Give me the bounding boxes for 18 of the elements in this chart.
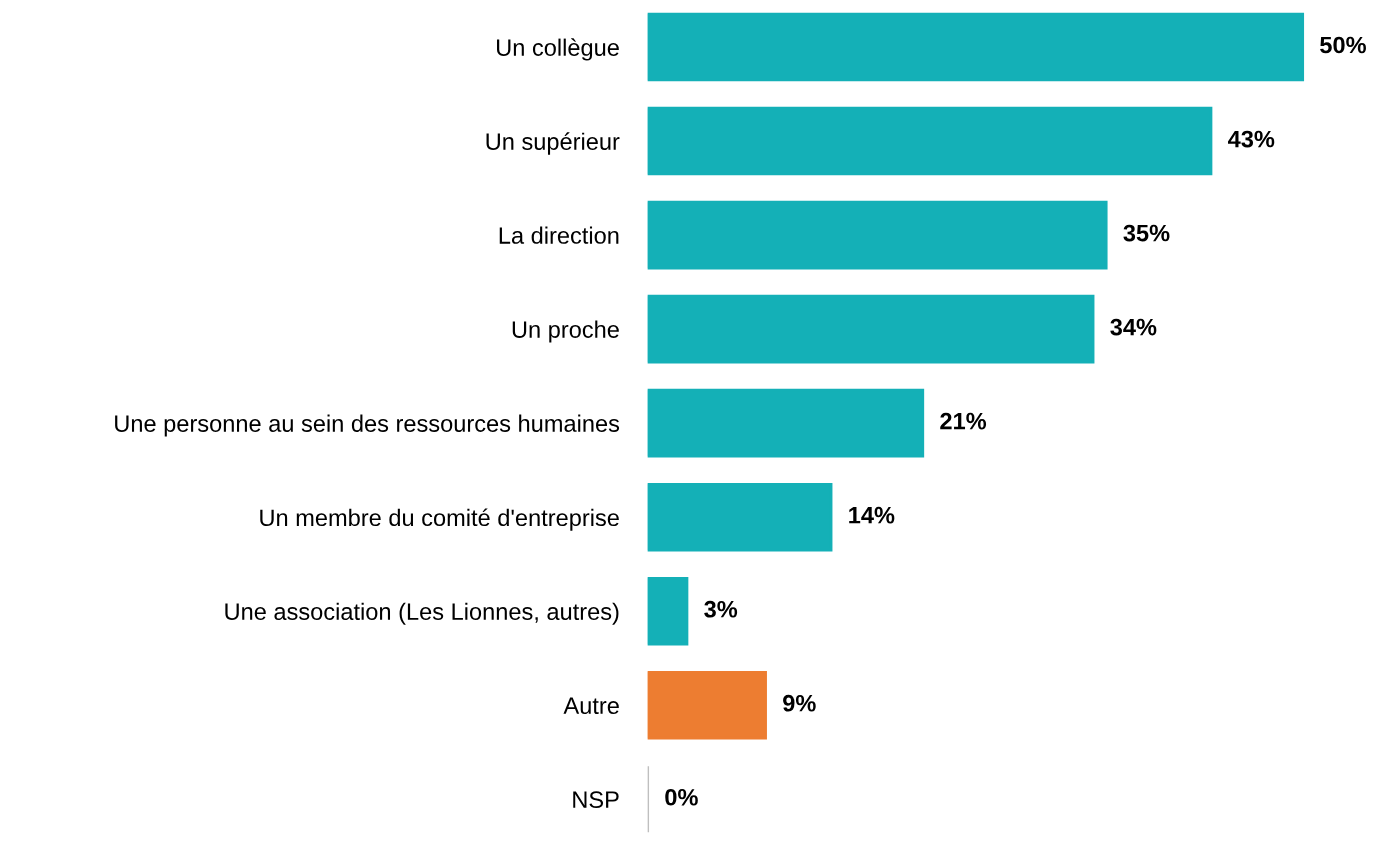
data-label: 3% <box>704 600 738 618</box>
y-tick-label: Une association (Les Lionnes, autres) <box>225 602 619 625</box>
y-tick-label: Un proche <box>512 320 619 343</box>
y-tick-label: Un collègue <box>497 38 619 61</box>
y-tick-label: Une personne au sein des ressources humaines <box>115 414 620 437</box>
data-label: 50% <box>1320 36 1366 54</box>
data-label: 9% <box>783 694 816 712</box>
data-label: 21% <box>940 412 987 430</box>
y-tick-label: Autre <box>563 697 619 715</box>
y-tick-label: Un supérieur <box>486 132 620 155</box>
data-label: 35% <box>1123 224 1170 242</box>
y-tick-label: NSP <box>573 791 619 809</box>
data-label: 14% <box>849 506 895 524</box>
y-tick-label: Un membre du comité d'entreprise <box>260 508 619 531</box>
data-label: 0% <box>665 788 698 806</box>
y-tick-label: La direction <box>499 226 619 244</box>
data-label: 43% <box>1228 130 1275 148</box>
data-label: 34% <box>1110 318 1157 336</box>
